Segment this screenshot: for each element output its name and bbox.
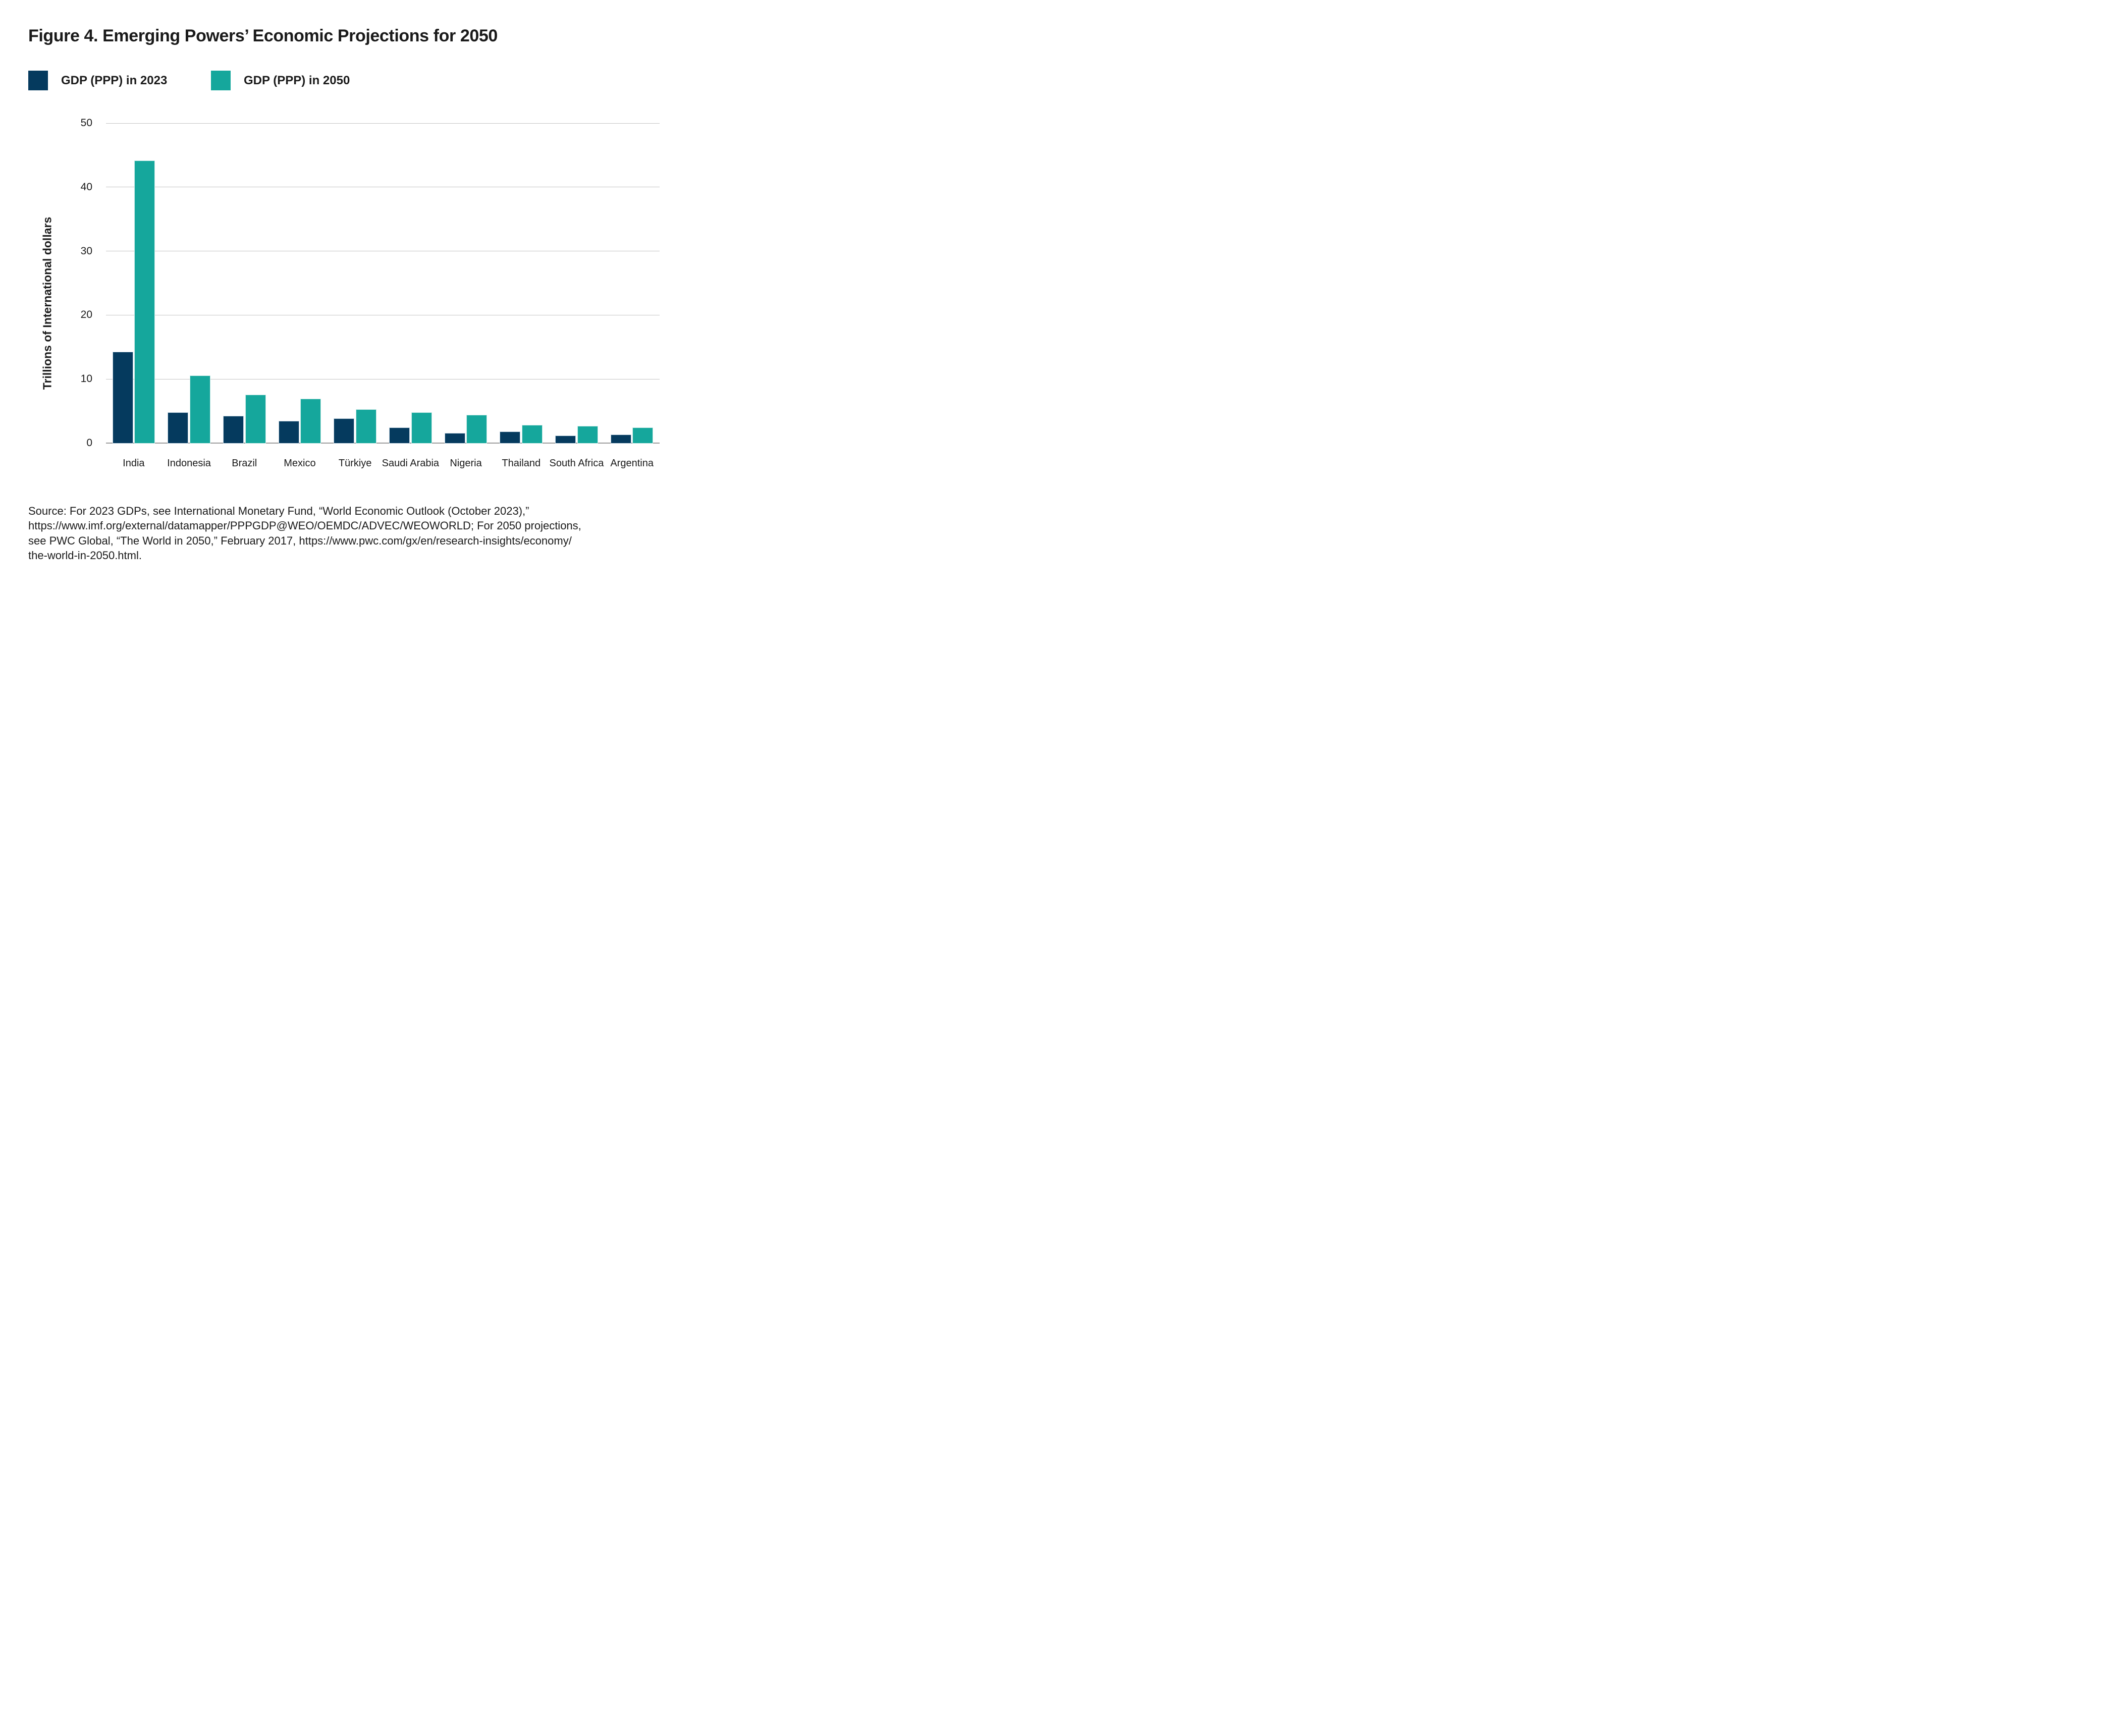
bar-south-africa-2023 bbox=[556, 436, 576, 443]
y-tick-label-30: 30 bbox=[80, 245, 92, 257]
source-line: https://www.imf.org/external/datamapper/… bbox=[28, 519, 581, 532]
source-line: Source: For 2023 GDPs, see International… bbox=[28, 505, 529, 517]
legend-item-2023: GDP (PPP) in 2023 bbox=[28, 71, 167, 90]
source-line: see PWC Global, “The World in 2050,” Feb… bbox=[28, 534, 572, 547]
bar-mexico-2050 bbox=[301, 399, 321, 443]
x-axis-label-nigeria: Nigeria bbox=[450, 458, 482, 469]
figure-title: Figure 4. Emerging Powers’ Economic Proj… bbox=[28, 26, 498, 45]
x-axis-label-brazil: Brazil bbox=[232, 458, 257, 469]
legend-swatch-2023 bbox=[28, 71, 48, 90]
y-tick-label-40: 40 bbox=[80, 181, 92, 193]
bar-saudi-arabia-2023 bbox=[390, 427, 410, 443]
y-tick-label-10: 10 bbox=[80, 373, 92, 385]
y-tick-label-50: 50 bbox=[80, 117, 92, 129]
y-tick-label-20: 20 bbox=[80, 309, 92, 321]
x-axis-line bbox=[106, 443, 660, 444]
bar-brazil-2050 bbox=[245, 395, 265, 443]
bar-brazil-2023 bbox=[223, 416, 243, 443]
bar-indonesia-2023 bbox=[168, 413, 188, 443]
bar-saudi-arabia-2050 bbox=[411, 413, 432, 443]
bar-türkiye-2023 bbox=[334, 418, 354, 443]
bar-argentina-2023 bbox=[611, 435, 631, 443]
bar-indonesia-2050 bbox=[190, 375, 210, 443]
x-axis-label-saudi-arabia: Saudi Arabia bbox=[382, 458, 440, 469]
x-axis-label-indonesia: Indonesia bbox=[167, 458, 211, 469]
legend-item-2050: GDP (PPP) in 2050 bbox=[211, 71, 350, 90]
bar-south-africa-2050 bbox=[577, 426, 598, 443]
source-note: Source: For 2023 GDPs, see International… bbox=[28, 504, 581, 563]
bar-nigeria-2023 bbox=[445, 433, 465, 443]
source-line: the-world-in-2050.html. bbox=[28, 549, 142, 562]
x-axis-label-south-africa: South Africa bbox=[549, 458, 604, 469]
figure-page: Figure 4. Emerging Powers’ Economic Proj… bbox=[0, 0, 701, 579]
bar-mexico-2023 bbox=[279, 421, 299, 443]
bar-nigeria-2050 bbox=[467, 415, 487, 443]
x-axis-label-argentina: Argentina bbox=[610, 458, 654, 469]
bar-india-2023 bbox=[113, 352, 133, 443]
bar-argentina-2050 bbox=[633, 427, 653, 443]
y-tick-label-0: 0 bbox=[86, 437, 92, 449]
x-axis-label-thailand: Thailand bbox=[502, 458, 541, 469]
x-axis-label-türkiye: Türkiye bbox=[338, 458, 372, 469]
legend-label-2023: GDP (PPP) in 2023 bbox=[61, 73, 168, 87]
bar-india-2050 bbox=[135, 160, 155, 443]
gridline-50 bbox=[106, 123, 660, 124]
bar-türkiye-2050 bbox=[356, 410, 376, 443]
bar-thailand-2050 bbox=[522, 425, 543, 443]
legend-swatch-2050 bbox=[211, 71, 231, 90]
legend-label-2050: GDP (PPP) in 2050 bbox=[244, 73, 350, 87]
bar-thailand-2023 bbox=[500, 432, 520, 443]
y-axis-title: Trillions of International dollars bbox=[40, 216, 54, 390]
x-axis-label-india: India bbox=[123, 458, 145, 469]
x-axis-label-mexico: Mexico bbox=[284, 458, 316, 469]
plot-area: 0 10 20 30 40 50 India Indonesia Brazil Mexico Tür… bbox=[81, 117, 660, 469]
